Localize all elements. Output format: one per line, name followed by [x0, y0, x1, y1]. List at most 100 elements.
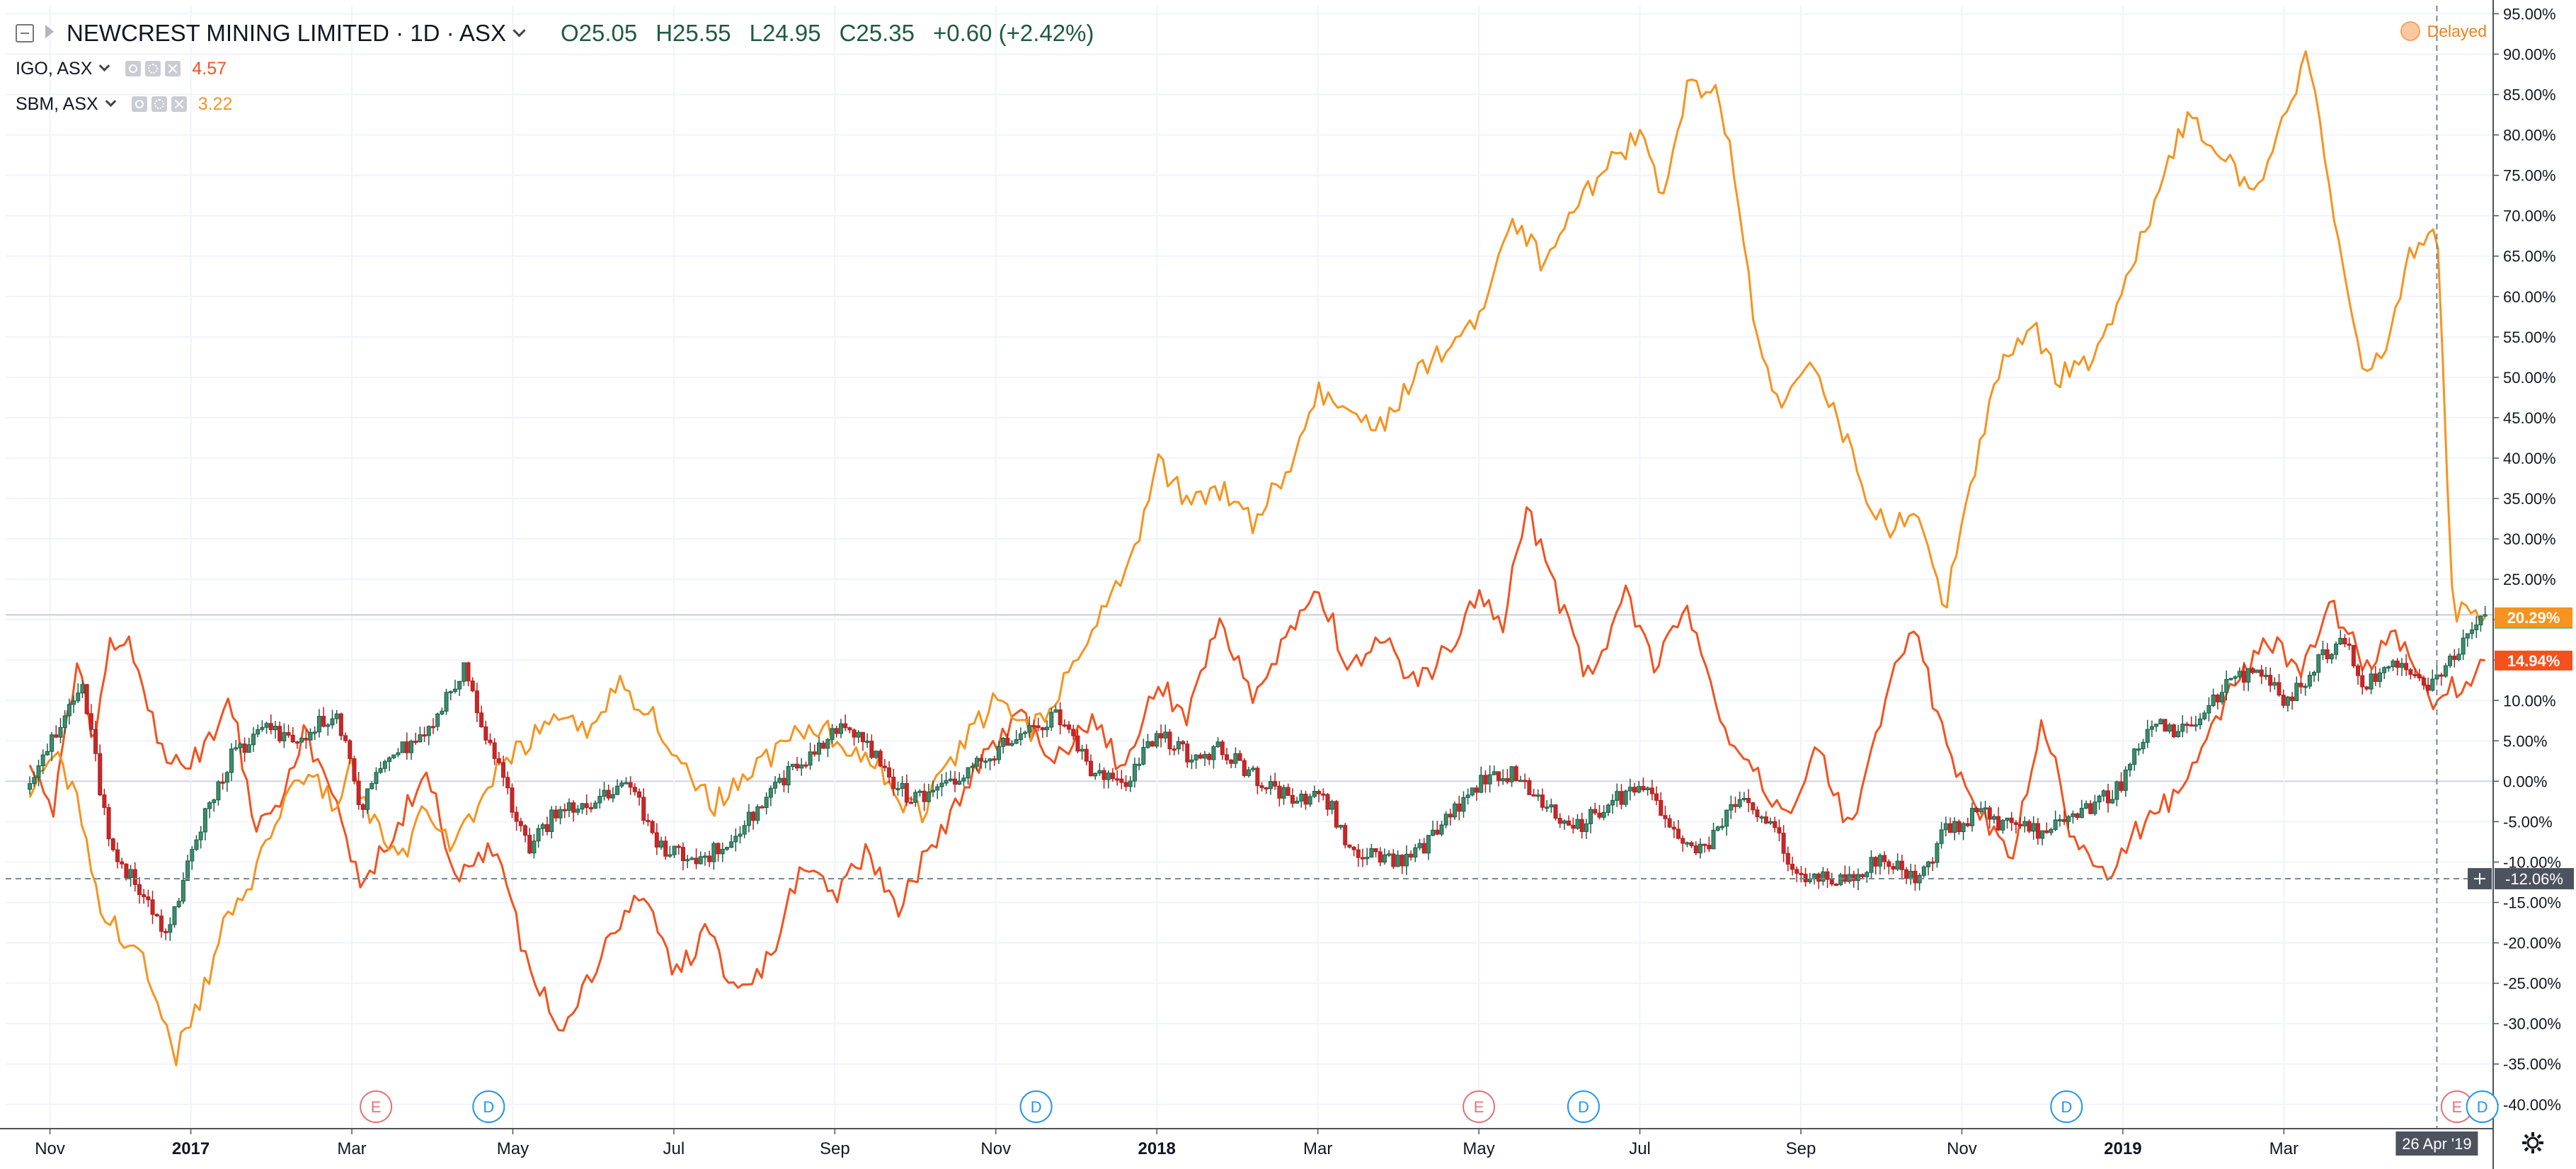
candle-body [1317, 791, 1322, 794]
crosshair-value-badge [2495, 867, 2574, 889]
symbol-title[interactable]: NEWCREST MINING LIMITED · 1D · ASX [67, 20, 506, 46]
candle-body [220, 781, 225, 784]
candle-body [470, 680, 475, 692]
candle-body [812, 751, 817, 755]
candle-body [1698, 843, 1702, 854]
candle-body [234, 747, 239, 750]
eye-icon[interactable] [125, 61, 142, 76]
candle-body [1829, 879, 1834, 885]
compare-row-sbm[interactable]: SBM, ASX 3.22 [16, 86, 1113, 122]
time-axis[interactable]: Nov 2017 Mar May Jul Sep Nov 2018 Mar May Jul Sep No… [0, 1128, 2493, 1158]
chevron-down-icon[interactable] [105, 95, 116, 107]
candle-body [2417, 674, 2422, 679]
candle-body [760, 806, 765, 809]
candle-body [939, 782, 944, 787]
candle-body [360, 804, 365, 810]
candle-body [2351, 644, 2356, 666]
candle-body [751, 811, 756, 821]
candle-body [2114, 781, 2119, 800]
candle-body [1163, 731, 1168, 739]
chevron-down-icon[interactable] [513, 23, 526, 37]
candle-body [2456, 654, 2461, 660]
candle-body [821, 742, 826, 749]
candle-body [1584, 823, 1588, 833]
candle-body [1974, 807, 1979, 812]
last-value-badge [2495, 650, 2572, 671]
candle-body [2342, 637, 2347, 644]
candle-body [738, 833, 743, 837]
candle-body [132, 869, 137, 885]
candle-body [45, 751, 50, 755]
x-tick-label: Sep [820, 1139, 850, 1158]
flag-icon[interactable] [45, 25, 54, 39]
candle-body [1873, 857, 1878, 867]
candle-body [1365, 857, 1370, 860]
settings-gear-icon[interactable] [2521, 1131, 2545, 1155]
candle-body [2132, 748, 2137, 765]
x-tick-label: Nov [980, 1139, 1011, 1158]
candle-body [1921, 866, 1926, 876]
chevron-down-icon[interactable] [99, 59, 110, 72]
delayed-badge[interactable]: Delayed [2400, 21, 2487, 41]
candle-body [1877, 855, 1882, 867]
candle-body [2180, 724, 2185, 732]
compare-row-igo[interactable]: IGO, ASX 4.57 [16, 51, 1113, 86]
collapse-legend-icon[interactable] [16, 24, 34, 42]
candle-body [1509, 766, 1514, 782]
close-icon[interactable] [171, 96, 187, 112]
gear-icon[interactable] [145, 61, 161, 76]
candle-body [2246, 668, 2251, 683]
crosshair-date-label: 26 Apr '19 [2402, 1135, 2471, 1153]
candle-body [2136, 748, 2141, 751]
candle-body [84, 684, 89, 714]
y-tick-label: -40.00% [2503, 1096, 2561, 1114]
compare-symbol-label[interactable]: SBM, ASX [16, 93, 98, 114]
candle-body [900, 782, 905, 789]
candle-body [2035, 823, 2040, 839]
candle-body [483, 726, 488, 741]
gear-icon[interactable] [151, 96, 167, 112]
event-marker-label: E [2451, 1098, 2462, 1116]
close-icon[interactable] [165, 61, 181, 76]
candle-body [1487, 774, 1492, 785]
candle-body [142, 894, 147, 898]
candle-body [1329, 801, 1334, 810]
candle-body [922, 790, 927, 802]
candle-body [790, 763, 795, 767]
candle-body [378, 768, 383, 773]
candle-body [2145, 729, 2150, 743]
candle-body [2005, 817, 2010, 821]
candle-body [2329, 654, 2334, 659]
candle-body [1023, 731, 1028, 734]
candle-body [2149, 726, 2154, 730]
candle-body [1895, 860, 1900, 869]
candle-body [1154, 733, 1159, 747]
candle-body [1645, 787, 1650, 790]
candle-body [1719, 826, 1724, 828]
compare-symbol-label[interactable]: IGO, ASX [16, 58, 93, 79]
candle-body [1145, 741, 1150, 748]
eye-icon[interactable] [131, 96, 147, 112]
candle-body [2408, 669, 2413, 675]
candle-body [510, 787, 515, 813]
candle-body [1321, 793, 1326, 796]
candle-body [2141, 741, 2146, 750]
candle-body [1899, 860, 1904, 870]
candle-body [1281, 787, 1286, 799]
candle-body [1785, 852, 1790, 865]
candle-body [961, 777, 966, 782]
candle-body [2281, 695, 2286, 706]
last-value-badge [2495, 607, 2572, 627]
price-axis[interactable]: 95.00% 90.00% 85.00% 80.00% 75.00% 70.00% 65.0… [2468, 0, 2574, 1169]
candle-body [2299, 683, 2303, 688]
candle-body [435, 713, 440, 727]
candle-body [1702, 843, 1707, 846]
candle-body [2259, 669, 2264, 677]
candle-body [2373, 673, 2378, 682]
candle-body [1115, 778, 1120, 781]
main-symbol-row[interactable]: NEWCREST MINING LIMITED · 1D · ASX O25.0… [16, 16, 1113, 51]
candle-body [326, 724, 331, 727]
